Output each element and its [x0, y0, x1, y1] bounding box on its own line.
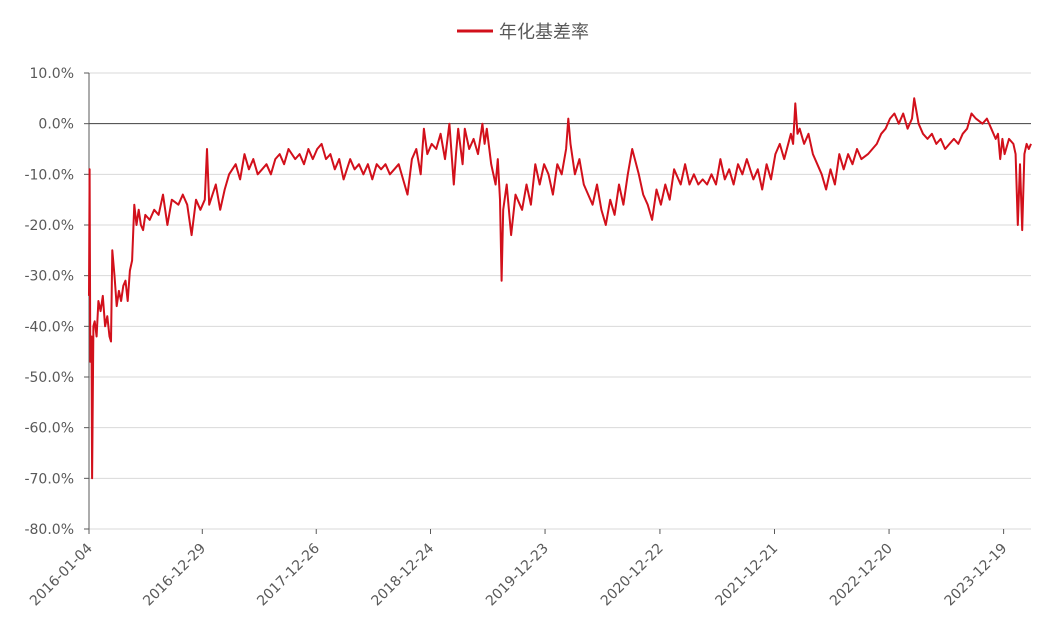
- x-tick-label: 2021-12-21: [712, 541, 781, 610]
- series-layer: [88, 97, 1032, 480]
- y-tick-label: -10.0%: [24, 167, 74, 183]
- y-tick-label: -30.0%: [24, 269, 74, 285]
- y-tick-label: -60.0%: [24, 421, 74, 437]
- x-tick-label: 2016-01-04: [27, 540, 96, 609]
- x-tick-label: 2020-12-22: [598, 541, 667, 610]
- y-tick-label: 0.0%: [38, 117, 74, 133]
- legend-label: 年化基差率: [499, 22, 589, 43]
- x-tick-label: 2023-12-19: [942, 541, 1011, 610]
- y-tick-label: -80.0%: [24, 522, 74, 538]
- y-tick-label: -40.0%: [24, 319, 74, 335]
- series-line-annualized-basis: [88, 97, 1032, 480]
- y-tick-label: -70.0%: [24, 471, 74, 487]
- y-tick-label: 10.0%: [30, 66, 74, 82]
- legend: 年化基差率: [457, 22, 589, 43]
- x-tick-label: 2018-12-24: [368, 540, 437, 609]
- y-tick-label: -50.0%: [24, 370, 74, 386]
- x-tick-label: 2022-12-20: [827, 541, 896, 610]
- x-tick-label: 2016-12-29: [140, 541, 209, 610]
- y-tick-label: -20.0%: [24, 218, 74, 234]
- axes: 10.0% 0.0% -10.0% -20.0% -30.0% -40.0% -50.0% -…: [24, 66, 1010, 609]
- grid-lines: [89, 72, 1031, 530]
- x-tick-label: 2019-12-23: [483, 541, 552, 610]
- x-tick-label: 2017-12-26: [254, 540, 323, 609]
